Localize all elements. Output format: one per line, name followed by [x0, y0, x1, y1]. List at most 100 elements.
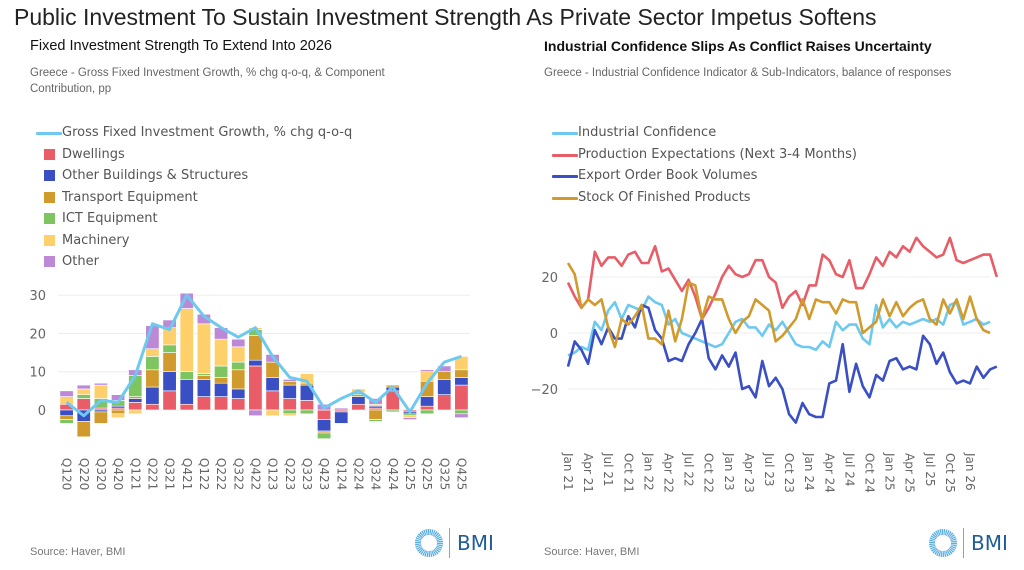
bar-dwellings-q223	[282, 398, 297, 411]
bar-dwellings-q122	[196, 396, 211, 411]
bar-machinery-q220	[76, 388, 91, 395]
bar-machinery-q121	[128, 409, 143, 415]
bar-machinery-q420	[111, 413, 126, 418]
bar-ict-equipment-q223	[282, 409, 297, 415]
line-export-order-book-volumes	[566, 303, 998, 424]
bmi-logo: BMI	[415, 526, 505, 562]
page-title: Public Investment To Sustain Investment …	[14, 4, 877, 30]
y-tick-label: 30	[29, 289, 46, 304]
bar-transport-equipment-q324	[368, 409, 383, 420]
legend-item-export-order-book-volumes: Export Order Book Volumes	[540, 165, 857, 187]
x-tick-label: Q125	[403, 458, 417, 490]
bar-dwellings-q323	[299, 400, 314, 411]
x-tick-label: Apr 23	[742, 453, 756, 493]
x-tick-label: Oct 24	[863, 453, 877, 493]
legend-swatch	[552, 153, 578, 157]
legend-item-stock-of-finished-products: Stock Of Finished Products	[540, 187, 857, 209]
bar-dwellings-q220	[76, 398, 91, 411]
bar-transport-equipment-q220	[76, 421, 91, 438]
bar-ict-equipment-q323	[299, 409, 314, 415]
x-tick-label: Oct 23	[782, 453, 796, 493]
bmi-logo-text: BMI	[971, 531, 1008, 555]
bar-other-buildings-structures-q224	[351, 396, 366, 405]
x-tick-label: Q220	[77, 458, 91, 490]
bar-machinery-q320	[93, 384, 108, 399]
line-stock-of-finished-products	[566, 262, 991, 349]
legend-swatch	[44, 256, 55, 267]
x-tick-label: Jan 23	[722, 452, 736, 491]
legend-label: Production Expectations (Next 3-4 Months…	[578, 146, 857, 162]
bar-ict-equipment-q423	[317, 432, 332, 440]
bar-transport-equipment-q422	[248, 335, 263, 361]
bar-other-buildings-structures-q122	[196, 379, 211, 397]
bar-machinery-q221	[145, 348, 160, 357]
x-tick-label: Q425	[454, 458, 468, 490]
bar-transport-equipment-q322	[231, 369, 246, 390]
bar-transport-equipment-q223	[282, 380, 297, 386]
x-tick-label: Q222	[214, 458, 228, 490]
legend-label: Stock Of Finished Products	[578, 189, 751, 205]
bar-other-buildings-structures-q322	[231, 388, 246, 399]
x-tick-label: Q225	[420, 458, 434, 490]
bar-other-buildings-structures-q325	[437, 379, 452, 395]
legend-item-machinery: Machinery	[24, 230, 352, 252]
bar-dwellings-q225	[420, 405, 435, 411]
y-tick-label: 0	[38, 404, 46, 419]
bar-transport-equipment-q325	[437, 371, 452, 380]
legend-swatch	[44, 234, 55, 246]
x-tick-label: Q325	[437, 458, 451, 490]
legend-label: Other	[62, 254, 99, 269]
bar-other-q322	[231, 338, 246, 348]
x-tick-label: Oct 21	[621, 453, 635, 493]
x-tick-label: Jul 23	[762, 452, 776, 487]
bar-other-q422	[248, 409, 263, 417]
legend-swatch	[552, 132, 578, 135]
bar-ict-equipment-q321	[162, 344, 177, 353]
bar-other-q120	[59, 390, 74, 397]
x-tick-label: Q321	[163, 458, 177, 490]
x-tick-label: Jul 24	[842, 452, 856, 487]
bar-dwellings-q423	[317, 409, 332, 420]
legend-label: Transport Equipment	[62, 189, 198, 205]
logo-separator	[449, 528, 450, 558]
legend-swatch	[44, 213, 55, 224]
left-chart-subtitle: Greece - Gross Fixed Investment Growth, …	[30, 67, 385, 95]
bar-machinery-q122	[196, 323, 211, 374]
bar-other-buildings-structures-q422	[248, 359, 263, 367]
x-tick-label: Jul 25	[923, 452, 937, 487]
x-tick-label: Q123	[266, 458, 280, 490]
bar-dwellings-q421	[179, 403, 194, 411]
bar-dwellings-q422	[248, 365, 263, 411]
bar-machinery-q223	[282, 413, 297, 417]
x-tick-label: Apr 22	[662, 453, 676, 493]
y-tick-label: 20	[541, 271, 558, 286]
line-chart: −20 0 20 Jan 21 Apr 21 Jul 21 Oct 21 Jan 22 Apr …	[531, 236, 999, 493]
x-tick-label: Q323	[300, 458, 314, 490]
bar-dwellings-q221	[145, 403, 160, 411]
bmi-logo-icon	[929, 529, 957, 557]
bar-machinery-q425	[454, 356, 469, 371]
right-chart-subtitle: Greece - Industrial Confidence Indicator…	[544, 67, 952, 79]
x-tick-label: Q224	[351, 458, 365, 490]
bar-ict-equipment-q121	[128, 375, 143, 397]
bar-transport-equipment-q120	[59, 415, 74, 420]
y-tick-label: −20	[531, 383, 558, 398]
bar-other-buildings-structures-q423	[317, 419, 332, 432]
y-tick-label: 20	[29, 327, 46, 342]
legend-label: Industrial Confidence	[578, 125, 717, 140]
bar-ict-equipment-q221	[145, 356, 160, 371]
bar-transport-equipment-q425	[454, 369, 469, 378]
x-tick-label: Jul 22	[682, 452, 696, 487]
bar-dwellings-q322	[231, 398, 246, 411]
bar-ict-equipment-q425	[454, 409, 469, 415]
x-tick-label: Jan 21	[561, 452, 575, 491]
bar-transport-equipment-q320	[93, 411, 108, 424]
legend-label: Gross Fixed Investment Growth, % chg q-o…	[62, 125, 353, 140]
bar-other-buildings-structures-q124	[334, 411, 349, 424]
bar-machinery-q222	[214, 338, 229, 367]
y-tick-label: 0	[550, 327, 558, 342]
legend-item-gross-fixed-investment-growth-chg-q-o-q: Gross Fixed Investment Growth, % chg q-o…	[24, 122, 352, 144]
x-tick-label: Q322	[231, 458, 245, 490]
bar-dwellings-q121	[128, 402, 143, 411]
bar-other-q124	[334, 407, 349, 411]
